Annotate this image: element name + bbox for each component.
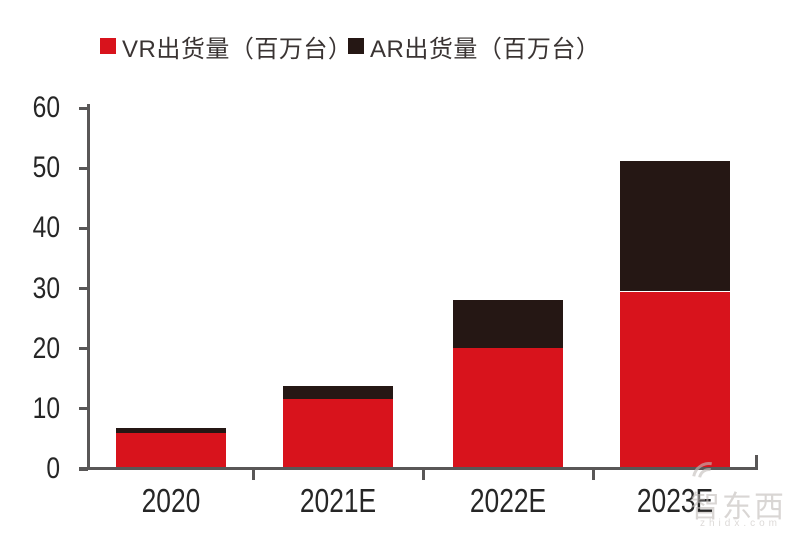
y-tick-label: 40	[32, 211, 60, 245]
ar-bar-segment-2023E	[620, 160, 730, 292]
y-tick-label: 0	[46, 452, 60, 485]
y-tick	[79, 226, 88, 230]
legend-item-ar: AR出货量（百万台）	[348, 31, 601, 63]
vr-bar-segment-2022E	[453, 348, 563, 469]
y-tick-label: 20	[32, 331, 60, 365]
x-tick-label: 2022E	[469, 482, 547, 519]
vr-bar-segment-2020	[115, 432, 226, 469]
vr-bar-segment-2023E	[620, 291, 730, 469]
watermark-text: 智东西	[690, 491, 786, 524]
ar-bar-segment-2022E	[453, 299, 563, 349]
y-tick-label: 10	[32, 391, 60, 425]
y-tick-label: 60	[32, 91, 60, 124]
x-tick	[251, 469, 255, 480]
x-tick-label: 2020	[141, 482, 200, 519]
x-axis-line	[79, 467, 758, 470]
x-tick-label: 2023E	[636, 482, 714, 519]
y-tick	[79, 407, 88, 411]
ar-bar-segment-2021E	[283, 385, 393, 399]
y-axis-line	[87, 104, 90, 470]
y-tick-label: 50	[32, 151, 60, 185]
ar-legend-label: AR出货量（百万台）	[370, 35, 601, 63]
legend-item-vr: VR出货量（百万台）	[100, 31, 353, 63]
watermark-domain: zhidx.com	[700, 518, 782, 529]
x-axis-end-tick	[755, 455, 758, 469]
y-tick	[79, 347, 88, 351]
y-tick	[79, 166, 88, 170]
y-tick-label: 30	[32, 271, 60, 305]
x-tick-label: 2021E	[299, 482, 377, 519]
y-tick	[79, 287, 88, 290]
vr-bar-segment-2021E	[283, 398, 393, 469]
x-tick	[421, 469, 425, 480]
vr-legend-label: VR出货量（百万台）	[122, 35, 353, 63]
y-tick	[79, 106, 88, 110]
ar-legend-swatch-icon	[348, 38, 364, 54]
vr-legend-swatch-icon	[100, 38, 116, 54]
ar-bar-segment-2020	[115, 428, 226, 433]
x-tick	[591, 469, 595, 480]
